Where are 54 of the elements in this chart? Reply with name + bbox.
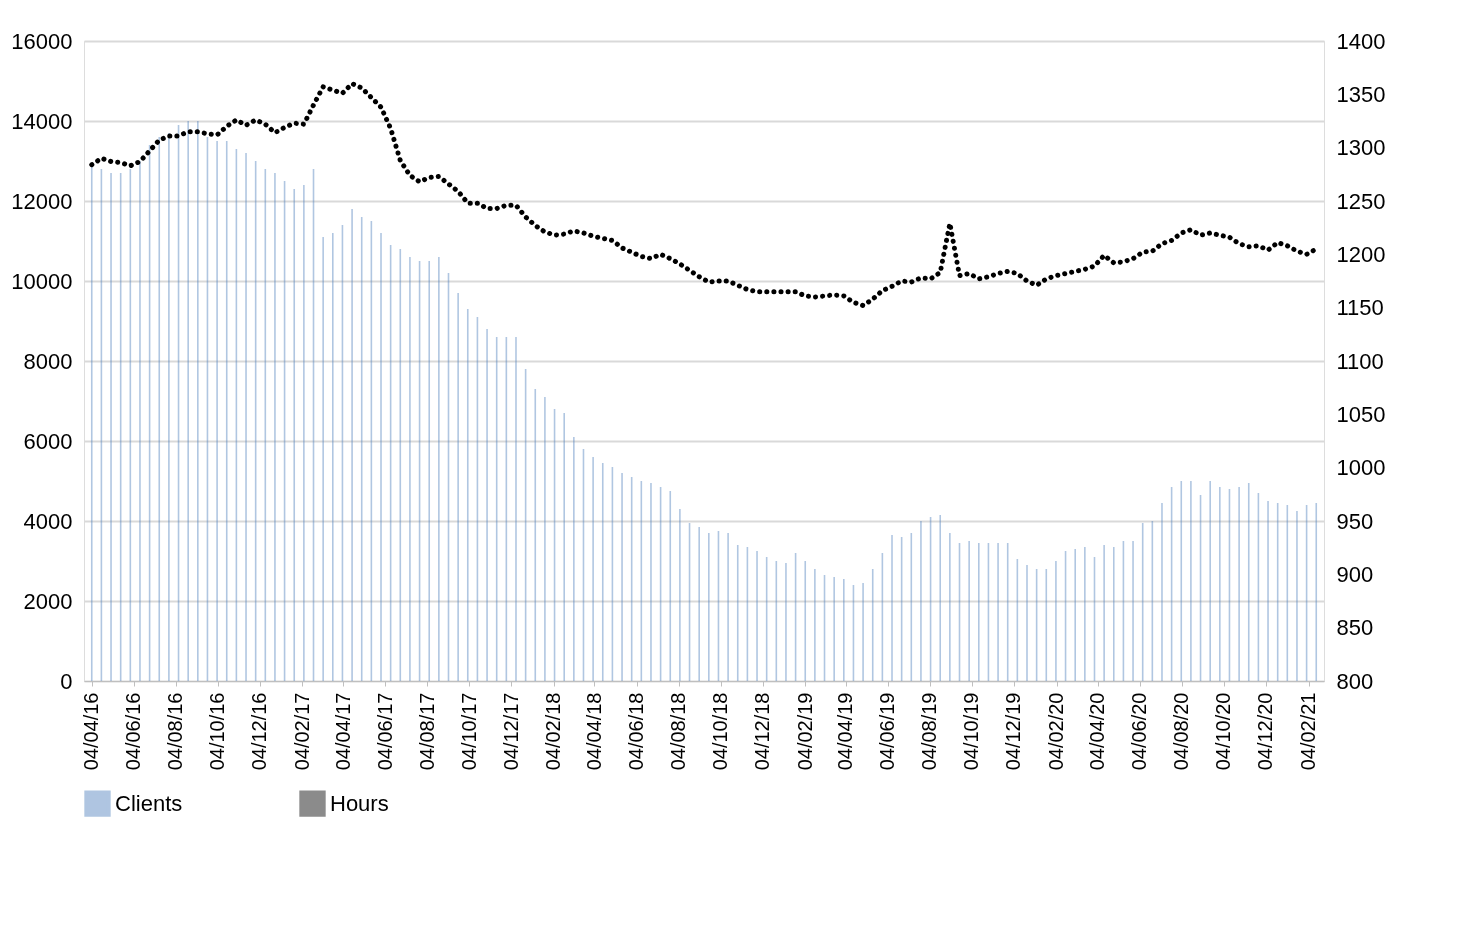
x-tick-label: 04/08/20 — [1170, 692, 1193, 771]
x-tick-label: 04/12/19 — [1002, 692, 1025, 771]
y-tick-label: 12000 — [11, 188, 73, 214]
x-tick-label: 04/10/16 — [206, 692, 229, 771]
x-tick-label: 04/06/19 — [876, 692, 899, 771]
y-tick-label: 8000 — [23, 348, 73, 374]
y2-tick-label: 1100 — [1336, 348, 1384, 374]
x-tick-label: 04/06/20 — [1128, 692, 1151, 771]
x-tick-label: 04/04/18 — [583, 692, 605, 771]
x-tick-label: 04/04/19 — [834, 692, 857, 771]
x-tick-label: 04/02/21 — [1297, 692, 1320, 771]
x-tick-label: 04/02/19 — [793, 692, 816, 771]
y2-tick-label: 1250 — [1336, 188, 1386, 214]
x-tick-label: 04/06/18 — [625, 692, 648, 771]
y-tick-label: 16000 — [11, 28, 73, 54]
x-tick-label: 04/04/16 — [80, 692, 103, 771]
y-tick-label: 0 — [60, 668, 73, 694]
x-tick-label: 04/04/17 — [331, 692, 354, 771]
x-tick-label: 04/12/18 — [751, 692, 774, 771]
x-tick-label: 04/08/16 — [164, 692, 187, 771]
x-tick-label: 04/10/18 — [709, 692, 732, 771]
y2-tick-label: 950 — [1336, 508, 1374, 534]
x-tick-label: 04/12/16 — [248, 692, 271, 771]
x-tick-label: 04/08/17 — [415, 692, 438, 771]
y2-tick-label: 850 — [1336, 615, 1374, 641]
x-tick-label: 04/02/20 — [1045, 692, 1068, 771]
y2-tick-label: 1050 — [1336, 401, 1386, 427]
y2-tick-label: 800 — [1336, 668, 1374, 694]
x-tick-label: 04/10/17 — [457, 692, 480, 771]
y-tick-label: 6000 — [23, 428, 73, 454]
x-tick-label: 04/04/20 — [1086, 692, 1109, 771]
y2-tick-label: 1000 — [1336, 455, 1386, 481]
x-tick-label: 04/02/18 — [542, 692, 565, 771]
y-tick-label: 4000 — [23, 508, 73, 534]
y-tick-label: 14000 — [11, 108, 73, 134]
legend-label: Clients — [115, 790, 183, 816]
y2-tick-label: 900 — [1336, 561, 1374, 587]
y2-tick-label: 1400 — [1336, 28, 1386, 54]
y-tick-label: 10000 — [11, 268, 73, 294]
x-tick-label: 04/08/18 — [667, 692, 690, 771]
x-tick-label: 04/06/16 — [122, 692, 145, 771]
y2-tick-label: 1350 — [1336, 81, 1386, 107]
legend-label: Hours — [330, 790, 389, 816]
x-tick-label: 04/10/19 — [960, 692, 983, 771]
x-tick-label: 04/02/17 — [290, 692, 313, 771]
x-tick-label: 04/06/17 — [373, 692, 396, 771]
x-tick-label: 04/10/20 — [1212, 692, 1235, 771]
y-tick-label: 2000 — [23, 588, 73, 614]
y2-tick-label: 1150 — [1336, 295, 1384, 321]
x-tick-label: 04/12/17 — [499, 692, 522, 771]
y2-tick-label: 1300 — [1336, 135, 1386, 161]
x-tick-label: 04/08/19 — [918, 692, 941, 771]
x-tick-label: 04/12/20 — [1254, 692, 1277, 771]
y2-tick-label: 1200 — [1336, 241, 1386, 267]
